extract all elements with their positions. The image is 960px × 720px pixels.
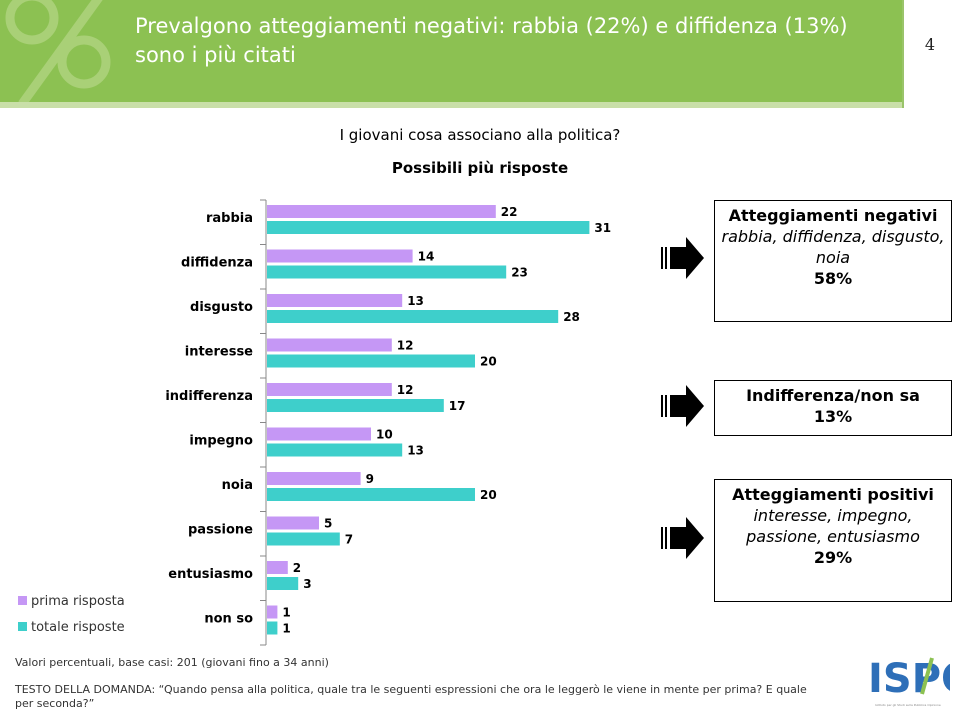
summary-positivi-title: Atteggiamenti positivi — [732, 485, 934, 504]
category-label: disgusto — [190, 300, 253, 315]
ispo-logo-text: ISPO — [868, 656, 950, 698]
bar-totale — [267, 488, 475, 501]
data-label: 13 — [407, 294, 424, 308]
data-label: 28 — [563, 310, 580, 324]
bar-totale — [267, 399, 444, 412]
page-number: 4 — [924, 35, 936, 54]
bar-prima — [267, 338, 392, 352]
ispo-tagline: Istituto per gli Studi sulla Pubblica Op… — [875, 703, 941, 707]
data-label: 14 — [418, 250, 435, 264]
legend-swatch-prima — [18, 596, 27, 605]
bar-totale — [267, 221, 590, 234]
bar-prima — [267, 516, 319, 530]
category-label: diffidenza — [181, 256, 253, 271]
data-label: 13 — [407, 444, 424, 458]
summary-box-positivi: Atteggiamenti positivi interesse, impegn… — [714, 479, 952, 602]
bar-totale — [267, 265, 507, 279]
data-label: 23 — [511, 266, 528, 280]
summary-positivi-items: interesse, impegno, passione, entusiasmo — [746, 506, 920, 546]
bar-prima — [267, 294, 403, 307]
vertical-divider — [902, 0, 904, 108]
legend-swatch-totale — [18, 622, 27, 631]
bar-totale — [267, 532, 340, 546]
data-label: 20 — [480, 488, 497, 502]
ispo-logo-icon: ISPO — [868, 656, 960, 702]
bar-prima — [267, 383, 392, 396]
bar-prima — [267, 205, 496, 218]
bar-totale — [267, 310, 559, 323]
data-label: 3 — [303, 577, 311, 591]
summary-negativi-items: rabbia, diffidenza, disgusto, noia — [721, 227, 945, 267]
arrow-right-icon — [661, 517, 704, 559]
category-label: entusiasmo — [168, 567, 253, 582]
data-label: 12 — [397, 339, 414, 353]
category-label: interesse — [185, 345, 253, 360]
arrow-right-icon — [661, 237, 704, 279]
data-label: 9 — [366, 472, 374, 486]
header-banner: Prevalgono atteggiamenti negativi: rabbi… — [0, 0, 902, 102]
data-label: 20 — [480, 355, 497, 369]
data-label: 1 — [282, 622, 290, 636]
question-text-note: TESTO DELLA DOMANDA: “Quando pensa alla … — [15, 683, 807, 710]
arrow-right-icon — [661, 385, 704, 427]
bar-totale — [267, 354, 475, 368]
summary-indifferenza-pct: 13% — [813, 407, 853, 426]
summary-positivi-pct: 29% — [813, 548, 853, 567]
category-label: rabbia — [206, 211, 253, 226]
legend-item-totale: totale risposte — [18, 620, 125, 635]
data-label: 1 — [282, 606, 290, 620]
category-label: non so — [204, 612, 253, 627]
percent-watermark-icon — [5, 0, 111, 102]
ispo-logo: ISPO Istituto per gli Studi sulla Pubbli… — [866, 654, 960, 707]
bar-prima — [267, 249, 413, 263]
data-label: 7 — [345, 533, 353, 547]
slide-title: Prevalgono atteggiamenti negativi: rabbi… — [135, 14, 848, 67]
bar-prima — [267, 427, 371, 441]
summary-box-negativi: Atteggiamenti negativi rabbia, diffidenz… — [714, 200, 952, 322]
header-divider — [0, 102, 902, 108]
summary-indifferenza-title: Indifferenza/non sa — [746, 386, 920, 405]
legend-label-prima: prima risposta — [31, 594, 125, 609]
data-label: 12 — [397, 383, 414, 397]
bar-prima — [267, 561, 288, 574]
category-label: passione — [188, 523, 253, 538]
data-label: 17 — [449, 399, 466, 413]
chart-instruction: Possibili più risposte — [391, 159, 569, 177]
data-label: 31 — [594, 221, 611, 235]
bar-totale — [267, 621, 278, 635]
bar-prima — [267, 605, 278, 619]
summary-negativi-pct: 58% — [813, 269, 853, 288]
category-label: indifferenza — [165, 389, 253, 404]
base-note: Valori percentuali, base casi: 201 (giov… — [15, 656, 329, 669]
category-label: noia — [222, 478, 253, 493]
legend-item-prima: prima risposta — [18, 594, 125, 609]
data-label: 10 — [376, 428, 393, 442]
bar-totale — [267, 443, 403, 457]
summary-box-indifferenza: Indifferenza/non sa 13% — [714, 380, 952, 436]
data-label: 5 — [324, 517, 332, 531]
bar-totale — [267, 577, 299, 590]
bar-prima — [267, 472, 361, 485]
category-label: impegno — [189, 434, 253, 449]
chart-question: I giovani cosa associano alla politica? — [339, 126, 621, 144]
summary-negativi-title: Atteggiamenti negativi — [728, 206, 938, 225]
data-label: 2 — [293, 561, 301, 575]
legend-label-totale: totale risposte — [31, 620, 125, 635]
data-label: 22 — [501, 205, 518, 219]
